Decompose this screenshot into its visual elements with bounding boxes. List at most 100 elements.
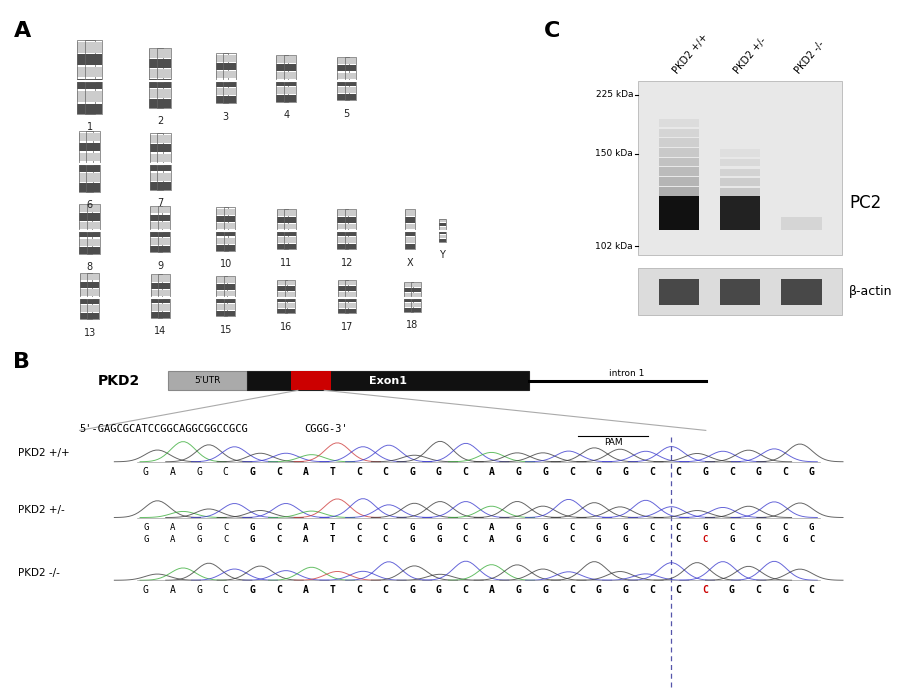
Text: G: G <box>516 535 521 544</box>
Text: 9: 9 <box>158 261 163 271</box>
Bar <box>79 204 93 231</box>
Bar <box>216 216 228 222</box>
Bar <box>345 94 356 100</box>
Text: A: A <box>169 467 176 477</box>
Bar <box>80 305 92 312</box>
Text: G: G <box>196 585 202 595</box>
Text: A: A <box>302 467 309 477</box>
Bar <box>158 231 170 252</box>
Bar <box>216 223 228 229</box>
Bar <box>345 237 356 243</box>
Bar <box>781 279 822 305</box>
Text: G: G <box>782 585 788 595</box>
Text: C: C <box>782 523 788 532</box>
Bar <box>438 235 446 238</box>
Bar <box>345 244 356 250</box>
Bar <box>338 94 348 100</box>
Bar <box>79 222 93 229</box>
Bar <box>285 280 295 298</box>
Bar <box>150 182 163 190</box>
Bar <box>150 135 163 143</box>
Bar <box>85 40 103 81</box>
Bar <box>284 79 296 86</box>
Bar <box>438 223 446 227</box>
Bar <box>338 72 348 79</box>
Bar <box>284 210 295 216</box>
Text: A: A <box>169 585 176 595</box>
Text: G: G <box>782 535 788 544</box>
Bar <box>216 208 228 231</box>
Bar <box>224 208 235 231</box>
Bar <box>223 63 236 70</box>
Bar <box>285 298 295 302</box>
Bar <box>87 204 100 231</box>
Bar <box>149 69 164 78</box>
Bar <box>411 293 420 297</box>
Text: G: G <box>249 535 255 544</box>
Bar <box>438 219 446 222</box>
Bar <box>79 247 93 254</box>
Bar <box>216 231 228 251</box>
Bar <box>659 158 699 167</box>
Bar <box>216 284 228 290</box>
Text: C: C <box>569 535 574 544</box>
Bar <box>411 298 420 302</box>
Bar <box>659 167 699 176</box>
Bar <box>158 135 170 143</box>
Bar <box>338 210 348 216</box>
Bar <box>87 231 100 254</box>
Text: A: A <box>490 535 495 544</box>
Text: X: X <box>407 258 413 268</box>
Text: C: C <box>755 585 761 595</box>
Bar <box>277 209 288 231</box>
Text: G: G <box>596 523 601 532</box>
Bar <box>80 282 92 288</box>
Bar <box>216 291 228 296</box>
Bar <box>438 231 446 234</box>
Text: C: C <box>676 585 681 595</box>
Text: G: G <box>543 585 548 595</box>
Text: 17: 17 <box>340 322 353 332</box>
Text: G: G <box>249 523 255 532</box>
Bar <box>87 273 100 298</box>
Text: PKD2 +/-: PKD2 +/- <box>18 505 65 515</box>
Text: G: G <box>249 467 256 477</box>
Text: G: G <box>196 523 202 532</box>
Bar <box>277 309 287 314</box>
Bar <box>224 298 235 316</box>
Bar <box>224 276 235 298</box>
Bar <box>404 307 413 312</box>
Bar <box>659 279 699 305</box>
Bar <box>338 79 348 86</box>
Bar <box>77 40 94 81</box>
Bar <box>338 57 348 81</box>
Bar <box>224 304 235 309</box>
Text: A: A <box>170 523 175 532</box>
Text: C: C <box>222 467 229 477</box>
Text: G: G <box>729 585 734 595</box>
Text: 5'-GAGCGCATCCGGCAGGCGGCCGCG: 5'-GAGCGCATCCGGCAGGCGGCCGCG <box>79 424 248 434</box>
Text: B: B <box>14 352 31 372</box>
Bar <box>223 53 236 81</box>
Bar <box>151 312 162 318</box>
Bar <box>87 305 100 312</box>
Text: C: C <box>382 585 389 595</box>
Bar <box>224 291 235 296</box>
Text: 8: 8 <box>86 262 93 273</box>
Bar <box>150 144 163 152</box>
Text: C: C <box>356 535 362 544</box>
Text: intron 1: intron 1 <box>608 369 644 378</box>
Bar <box>86 153 101 162</box>
Bar <box>276 79 289 86</box>
Bar <box>85 81 103 114</box>
Text: C: C <box>382 467 389 477</box>
Bar <box>157 69 171 78</box>
Bar <box>345 231 356 250</box>
Text: 18: 18 <box>406 320 419 330</box>
Bar <box>338 309 348 314</box>
Bar <box>720 279 760 305</box>
Bar <box>438 227 446 230</box>
Bar <box>276 64 289 70</box>
Bar <box>338 81 348 100</box>
Bar <box>157 81 171 108</box>
